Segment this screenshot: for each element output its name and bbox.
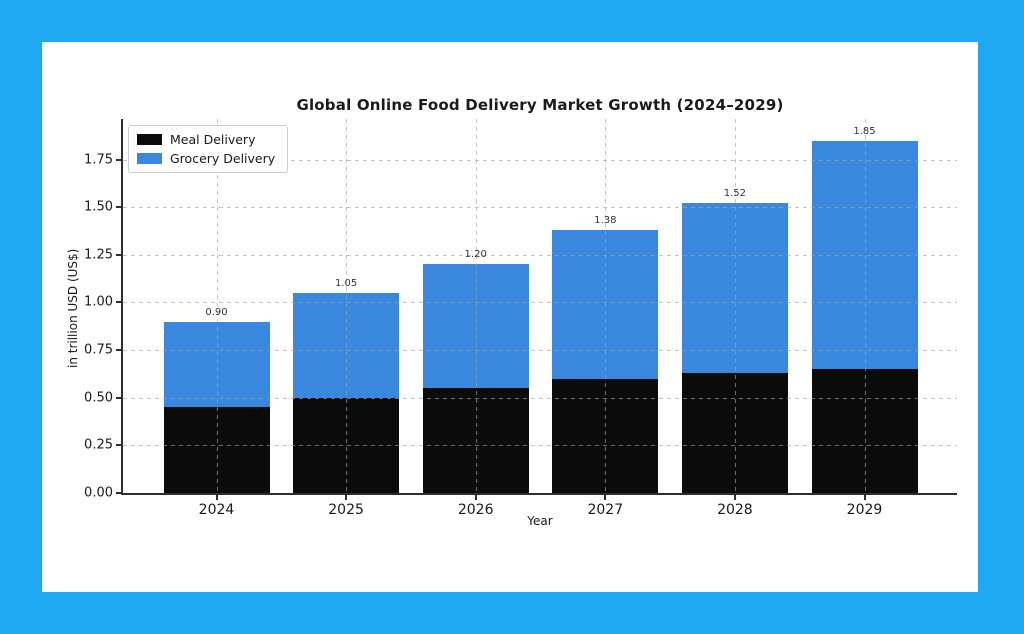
chart-card: Global Online Food Delivery Market Growt… (42, 42, 978, 592)
x-tick-label: 2026 (457, 502, 494, 518)
gridline-horizontal (123, 397, 957, 399)
bar-total-label: 1.38 (594, 215, 617, 227)
x-tick-label: 2024 (198, 502, 235, 518)
y-tick-label: 1.00 (84, 294, 113, 310)
x-tick-label: 2028 (717, 502, 753, 518)
legend-item-grocery-delivery: Grocery Delivery (137, 151, 275, 166)
legend-swatch (137, 134, 162, 145)
gridline-vertical (605, 119, 607, 493)
y-tick-mark (116, 253, 121, 256)
y-tick-label: 1.50 (84, 199, 113, 215)
chart-title: Global Online Food Delivery Market Growt… (296, 96, 784, 114)
gridline-horizontal (123, 159, 957, 161)
gridline-vertical (216, 119, 218, 493)
chart-legend: Meal Delivery Grocery Delivery (128, 125, 289, 173)
x-tick-mark (733, 495, 736, 500)
y-tick-mark (116, 492, 121, 494)
x-tick-mark (215, 495, 218, 500)
gridline-vertical (346, 119, 348, 493)
x-tick-mark (474, 495, 477, 500)
y-tick-mark (116, 206, 121, 209)
x-axis-spine (121, 493, 957, 495)
gridline-horizontal (123, 254, 957, 256)
gridline-horizontal (123, 445, 957, 447)
legend-swatch (137, 153, 162, 164)
gridline-horizontal (123, 207, 957, 209)
x-tick-mark (604, 495, 607, 500)
y-tick-label: 0.00 (84, 485, 113, 501)
gridline-horizontal (123, 350, 957, 352)
x-tick-mark (345, 495, 348, 500)
bar-total-label: 1.05 (334, 277, 358, 289)
x-tick-label: 2027 (587, 502, 624, 518)
x-tick-mark (863, 495, 866, 500)
x-tick-label: 2025 (328, 502, 364, 518)
plot-area: 0.90 1.05 1.20 1.38 1.52 1.85 0.00 0.25 0.50 0.7… (84, 119, 957, 518)
y-tick-mark (116, 396, 121, 399)
y-tick-label: 0.50 (84, 390, 113, 406)
bar-total-label: 1.20 (464, 249, 487, 261)
legend-label: Grocery Delivery (170, 151, 276, 166)
gridline-vertical (734, 119, 736, 493)
y-tick-label: 0.75 (84, 342, 113, 358)
bar-total-label: 1.52 (723, 188, 747, 200)
y-tick-mark (116, 158, 121, 161)
gridline-vertical (864, 119, 866, 493)
gridline-horizontal (123, 302, 957, 304)
y-tick-mark (116, 349, 121, 352)
y-axis-spine (121, 119, 123, 495)
y-tick-label: 1.25 (84, 247, 113, 263)
gridline-vertical (475, 119, 477, 493)
x-tick-label: 2029 (846, 502, 883, 518)
y-tick-label: 1.75 (84, 152, 113, 168)
y-tick-mark (116, 444, 121, 447)
legend-label: Meal Delivery (170, 132, 256, 147)
legend-item-meal-delivery: Meal Delivery (137, 132, 275, 147)
bar-total-label: 1.85 (853, 125, 876, 137)
x-axis-label: Year (527, 514, 553, 528)
y-tick-label: 0.25 (84, 437, 113, 453)
bar-total-label: 0.90 (205, 306, 228, 318)
y-tick-mark (116, 301, 121, 304)
